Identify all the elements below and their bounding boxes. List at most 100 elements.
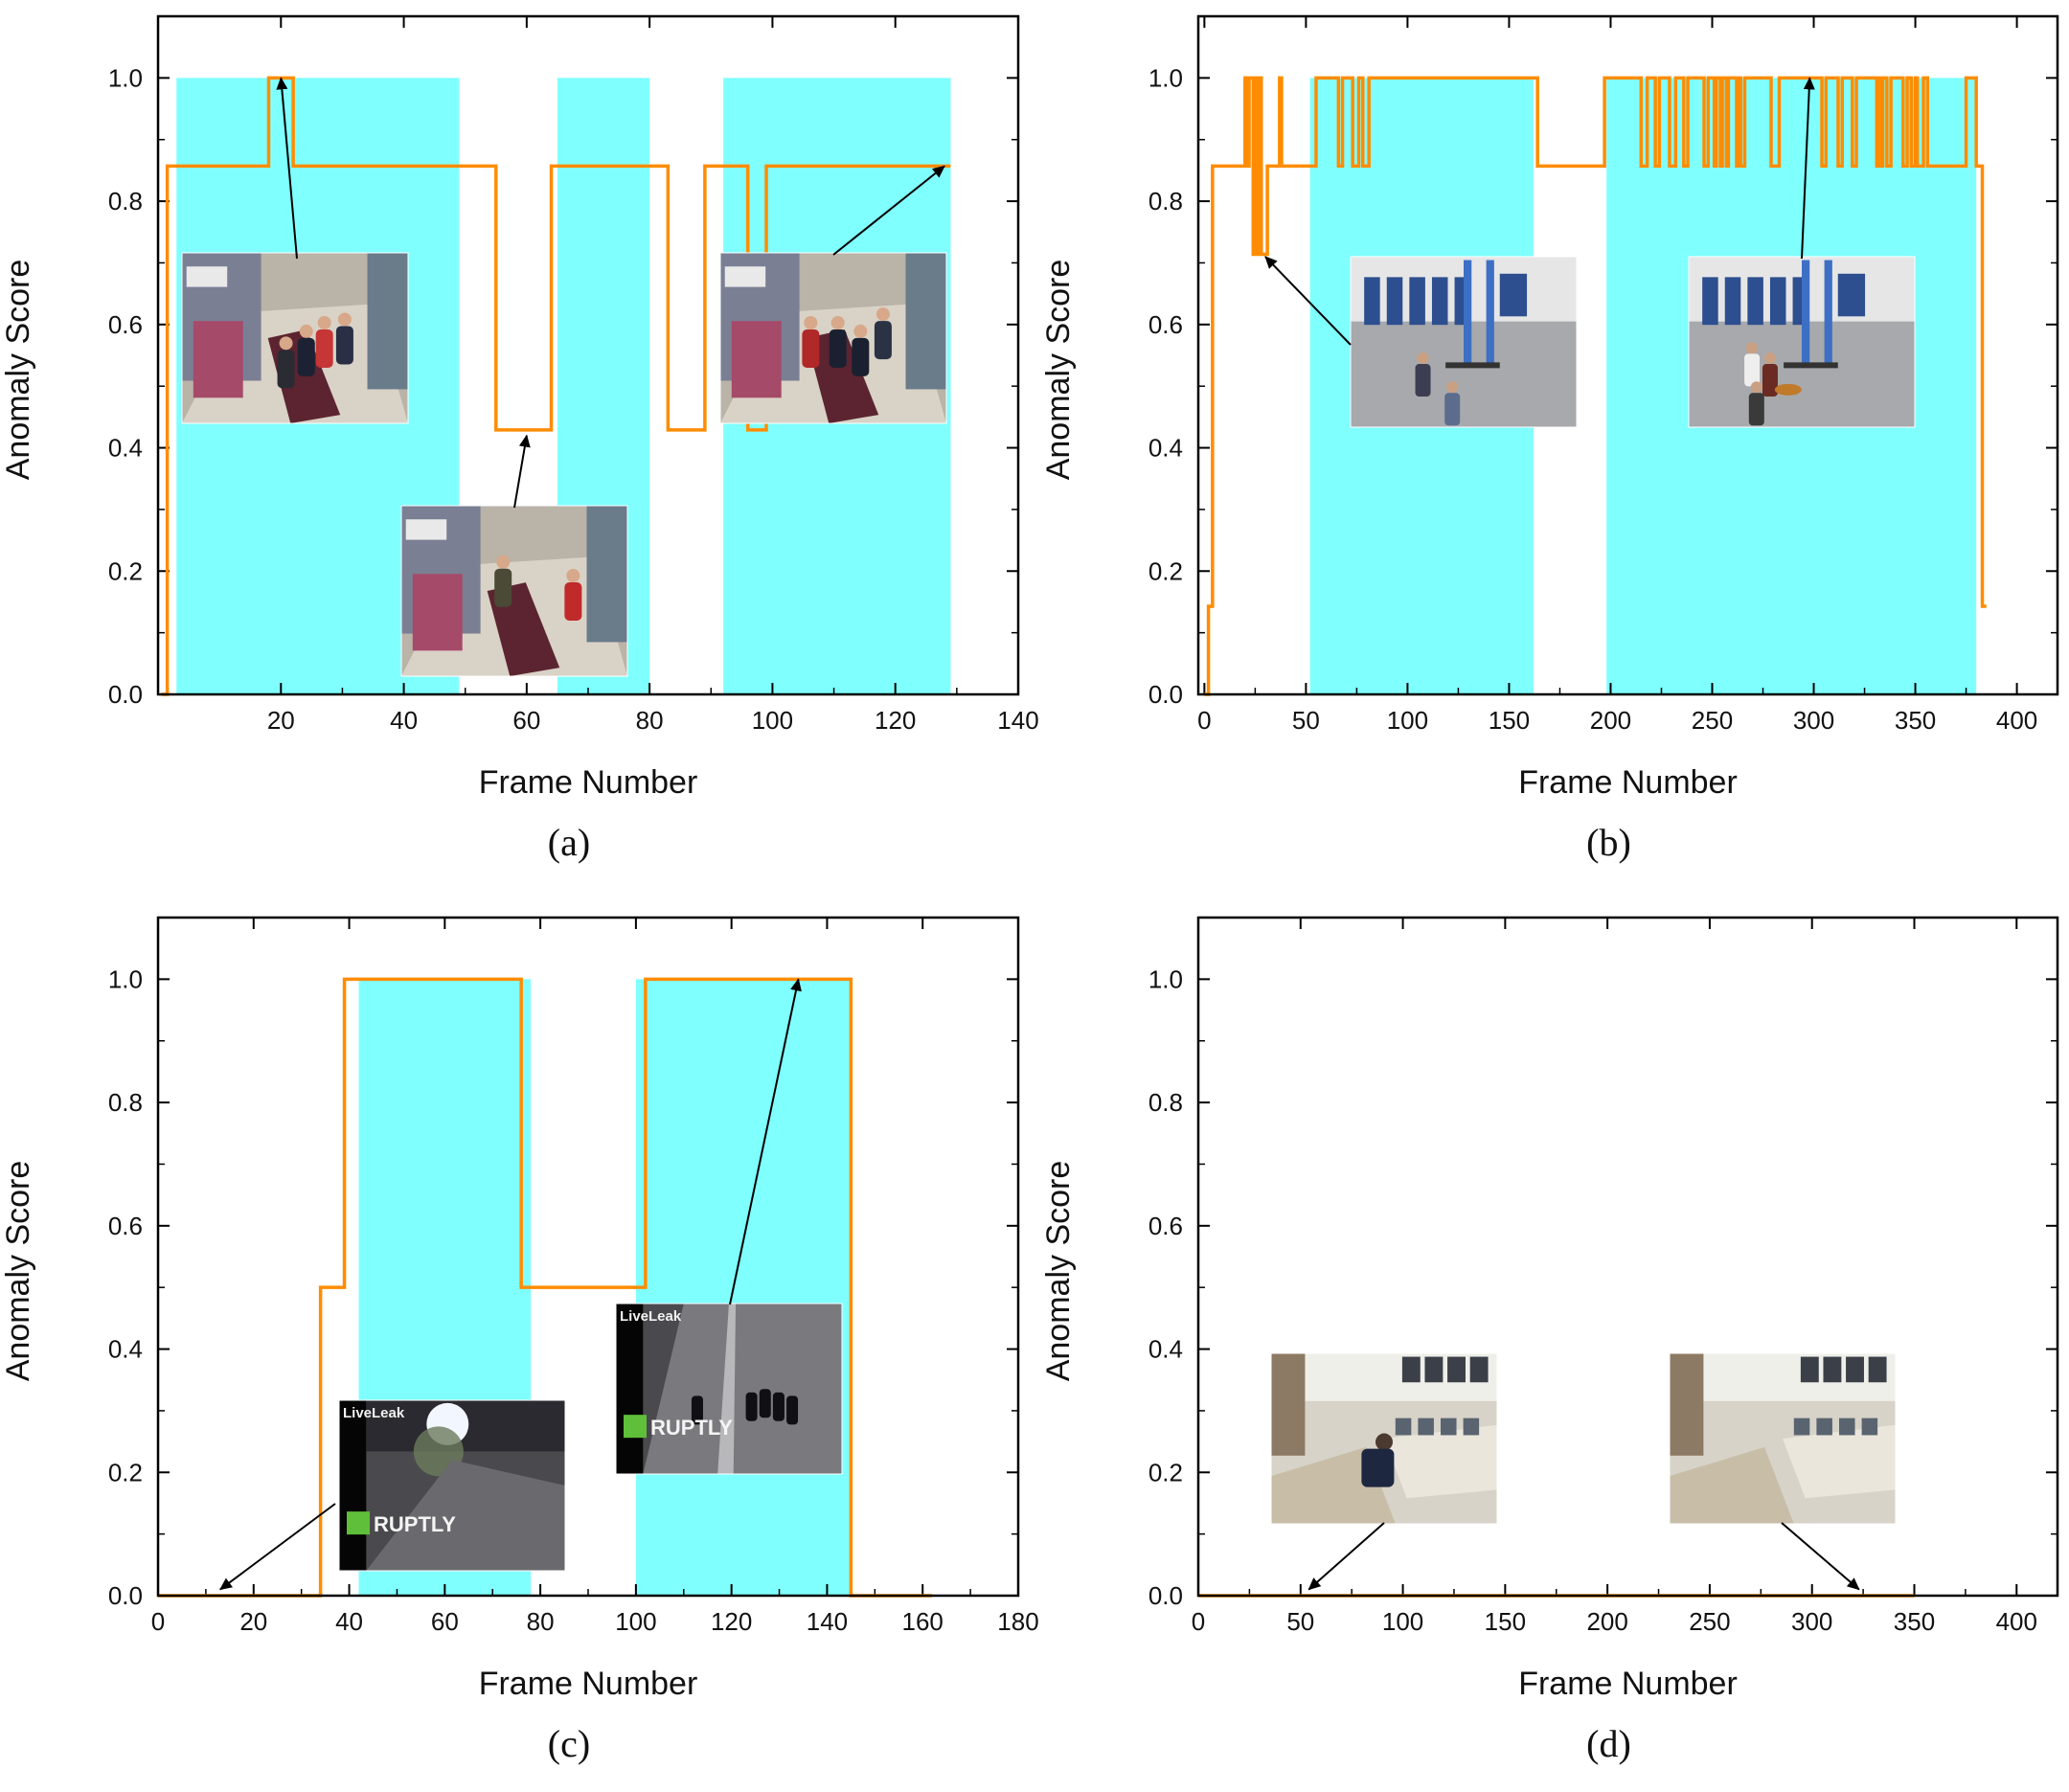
y-tick-label: 1.0: [108, 964, 143, 993]
panel-caption: (a): [548, 821, 590, 864]
x-tick-label: 140: [997, 706, 1038, 735]
y-axis-label: Anomaly Score: [1040, 260, 1077, 481]
panel-a: 20 40 60 80 100 120 140 0.0 0.2 0.4 0.6 0.8 1.0 Fram…: [0, 14, 1039, 864]
x-tick-label: 350: [1894, 1607, 1935, 1636]
frame-thumbnail: [1688, 256, 1916, 428]
panel-caption: (c): [548, 1722, 590, 1765]
pointer-arrow: [1781, 1522, 1860, 1591]
x-tick-label: 160: [902, 1607, 944, 1636]
frame-thumbnail: [1350, 256, 1578, 428]
x-tick-label: 120: [711, 1607, 752, 1636]
pointer-arrow: [729, 978, 802, 1305]
y-tick-label: 1.0: [1148, 63, 1183, 92]
y-tick-label: 0.0: [1148, 1581, 1183, 1610]
x-axis-label: Frame Number: [1518, 1666, 1738, 1702]
y-tick-label: 0.8: [108, 187, 143, 215]
y-tick-label: 0.6: [1148, 1212, 1183, 1240]
y-tick-label: 1.0: [1148, 964, 1183, 993]
plot-frame: [1196, 14, 2059, 696]
frame-thumbnail: [1669, 1352, 1897, 1525]
plot-frame: [156, 916, 1020, 1598]
pointer-arrow: [832, 165, 945, 256]
y-tick-label: 0.0: [1148, 680, 1183, 709]
y-tick-label: 0.4: [1148, 434, 1183, 463]
x-tick-label: 300: [1791, 1607, 1832, 1636]
y-tick-label: 0.2: [108, 556, 143, 585]
panel-c: 0 20 40 60 80 100 120 140 160 180 0.0 0.2 0.4 0.6 0.8 1…: [0, 916, 1039, 1765]
plot-frame: [156, 14, 1020, 696]
frame-thumbnail: LiveLeak RUPTLY: [338, 1399, 566, 1572]
y-axis-label: Anomaly Score: [0, 1161, 36, 1382]
x-tick-label: 400: [1996, 706, 2037, 735]
watermark-bottom-text: RUPTLY: [374, 1512, 456, 1536]
pointer-arrow: [276, 77, 298, 260]
y-tick-label: 0.8: [1148, 1088, 1183, 1117]
pointer-arrow: [1264, 256, 1352, 346]
watermark-top-text: LiveLeak: [620, 1308, 682, 1325]
y-tick-label: 0.0: [108, 1581, 143, 1610]
x-tick-label: 60: [431, 1607, 459, 1636]
plot-frame: [1196, 916, 2059, 1598]
x-tick-label: 250: [1689, 1607, 1730, 1636]
x-tick-label: 250: [1692, 706, 1733, 735]
pointer-arrow: [1801, 77, 1815, 260]
x-tick-label: 0: [1197, 706, 1211, 735]
x-tick-label: 300: [1793, 706, 1834, 735]
frame-thumbnail: LiveLeak RUPTLY: [615, 1303, 843, 1475]
x-tick-label: 100: [752, 706, 793, 735]
watermark-bottom-text: RUPTLY: [650, 1416, 733, 1440]
anomaly-region: [635, 979, 852, 1596]
x-tick-label: 40: [335, 1607, 363, 1636]
pointer-arrow: [513, 434, 531, 509]
panel-d: 0 50 100 150 200 250 300 350 400 0.0 0.2 0.4 0.6 0.8 1…: [1040, 916, 2059, 1765]
pointer-arrow: [1307, 1522, 1385, 1591]
x-tick-label: 100: [615, 1607, 656, 1636]
y-tick-label: 0.4: [1148, 1335, 1183, 1364]
x-tick-label: 120: [875, 706, 916, 735]
y-tick-label: 0.2: [1148, 556, 1183, 585]
y-tick-label: 0.2: [108, 1458, 143, 1486]
x-tick-label: 200: [1590, 706, 1631, 735]
x-tick-label: 0: [1192, 1607, 1205, 1636]
x-tick-label: 100: [1387, 706, 1428, 735]
x-tick-label: 350: [1895, 706, 1936, 735]
y-tick-label: 1.0: [108, 63, 143, 92]
x-axis-label: Frame Number: [479, 764, 698, 801]
x-tick-label: 40: [390, 706, 418, 735]
y-tick-label: 0.6: [1148, 310, 1183, 339]
frame-thumbnail: [400, 505, 628, 677]
pointer-arrow: [219, 1503, 336, 1591]
x-tick-label: 20: [239, 1607, 267, 1636]
anomaly-score-line: [1204, 76, 1987, 696]
x-tick-label: 180: [997, 1607, 1038, 1636]
panel-caption: (d): [1586, 1722, 1631, 1765]
y-tick-label: 0.6: [108, 1212, 143, 1240]
x-axis-label: Frame Number: [479, 1666, 698, 1702]
y-tick-label: 0.6: [108, 310, 143, 339]
x-tick-label: 100: [1382, 1607, 1423, 1636]
x-axis-label: Frame Number: [1518, 764, 1738, 801]
y-tick-label: 0.2: [1148, 1458, 1183, 1486]
watermark-top-text: LiveLeak: [343, 1405, 405, 1421]
y-tick-label: 0.4: [108, 434, 143, 463]
x-tick-label: 150: [1485, 1607, 1526, 1636]
anomaly-score-line: [158, 977, 933, 1598]
y-tick-label: 0.8: [108, 1088, 143, 1117]
x-tick-label: 60: [512, 706, 540, 735]
y-tick-label: 0.8: [1148, 187, 1183, 215]
panel-caption: (b): [1586, 821, 1631, 864]
panel-b: 0 50 100 150 200 250 300 350 400 0.0 0.2 0.4 0.6 0.8 1…: [1040, 14, 2059, 864]
x-tick-label: 400: [1996, 1607, 2037, 1636]
y-axis-label: Anomaly Score: [0, 260, 36, 481]
x-tick-label: 50: [1286, 1607, 1314, 1636]
frame-thumbnail: [181, 252, 409, 424]
x-tick-label: 140: [807, 1607, 848, 1636]
y-tick-label: 0.4: [108, 1335, 143, 1364]
frame-thumbnail: [719, 252, 947, 424]
x-tick-label: 150: [1489, 706, 1530, 735]
x-tick-label: 80: [527, 1607, 555, 1636]
x-tick-label: 0: [151, 1607, 165, 1636]
y-tick-label: 0.0: [108, 680, 143, 709]
x-tick-label: 200: [1586, 1607, 1627, 1636]
